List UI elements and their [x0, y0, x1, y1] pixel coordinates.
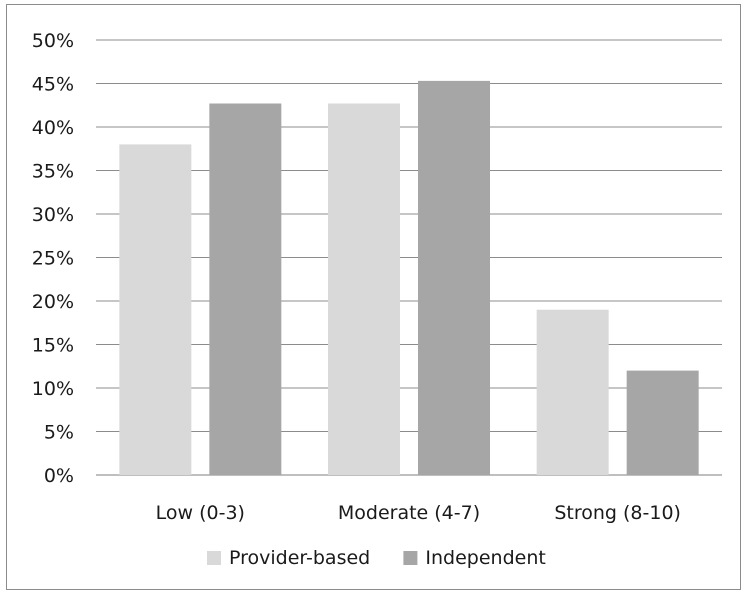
y-tick-label: 20% — [32, 291, 74, 313]
x-category-label: Low (0-3) — [156, 502, 245, 524]
y-tick-label: 25% — [32, 248, 74, 270]
legend-label: Provider-based — [229, 547, 370, 569]
bar-provider-based-2 — [536, 309, 609, 475]
bar-provider-based-1 — [328, 103, 400, 475]
legend-label: Independent — [425, 547, 545, 569]
y-tick-label: 35% — [32, 161, 74, 183]
y-tick-label: 15% — [32, 335, 74, 357]
y-tick-label: 45% — [32, 74, 74, 96]
legend-swatch — [403, 551, 418, 565]
y-tick-label: 40% — [32, 117, 74, 139]
legend-swatch — [207, 551, 221, 565]
bar-independent-2 — [626, 370, 699, 475]
y-tick-label: 30% — [32, 204, 74, 226]
bar-provider-based-0 — [119, 144, 192, 475]
bar-independent-1 — [418, 80, 490, 475]
y-tick-label: 5% — [44, 422, 74, 444]
y-tick-label: 50% — [32, 30, 74, 52]
x-category-label: Strong (8-10) — [554, 502, 681, 524]
y-tick-label: 0% — [44, 465, 74, 487]
x-category-label: Moderate (4-7) — [338, 502, 480, 524]
bar-independent-0 — [209, 103, 282, 475]
y-tick-label: 10% — [32, 378, 74, 400]
